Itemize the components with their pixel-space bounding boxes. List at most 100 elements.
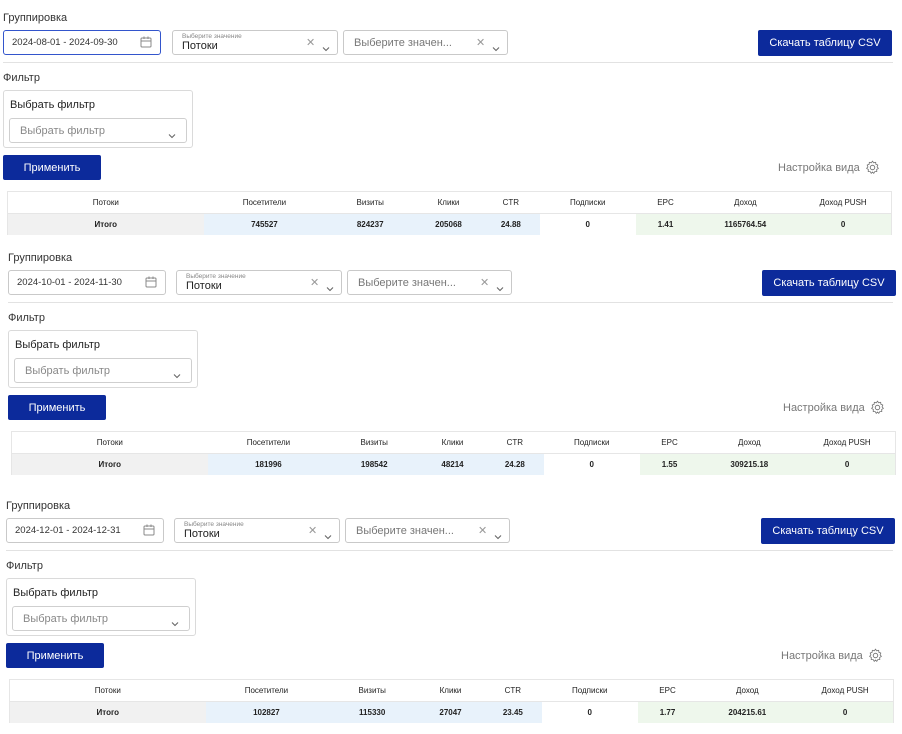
table-header-cell[interactable]: CTR <box>502 198 520 207</box>
table-cell: 181996 <box>207 454 330 475</box>
table-header-cell[interactable]: CTR <box>504 686 522 695</box>
table-cell: 1.41 <box>635 214 696 235</box>
gear-icon[interactable] <box>865 160 880 175</box>
table-header-cell[interactable]: EPC <box>661 438 678 447</box>
close-icon[interactable]: ✕ <box>476 37 486 49</box>
chevron-down-icon[interactable] <box>494 528 502 540</box>
table-cell: Итого <box>8 214 204 235</box>
grouping-select[interactable]: Выберите значение Потоки ✕ <box>172 30 338 55</box>
gear-icon[interactable] <box>868 648 883 663</box>
table-cell: 23.45 <box>483 702 542 723</box>
view-settings-button[interactable]: Настройка вида <box>783 400 885 415</box>
apply-button[interactable]: Применить <box>6 643 104 668</box>
date-range-value: 2024-12-01 - 2024-12-31 <box>15 525 121 536</box>
table-cell: 0 <box>797 702 893 723</box>
table-header-cell[interactable]: Доход PUSH <box>819 198 867 207</box>
view-settings-button[interactable]: Настройка вида <box>778 160 880 175</box>
grouping-label: Группировка <box>8 252 73 264</box>
download-csv-button[interactable]: Скачать таблицу CSV <box>762 270 896 296</box>
table-row: Итого 102827 115330 27047 23.45 0 1.77 204215.6… <box>10 702 893 723</box>
table-cell: 1.55 <box>639 454 700 475</box>
close-icon[interactable]: ✕ <box>310 277 320 289</box>
table-header-cell[interactable]: Клики <box>439 686 462 695</box>
table-header-cell[interactable]: Потоки <box>96 438 123 447</box>
date-range-picker[interactable]: 2024-10-01 - 2024-11-30 <box>8 270 166 295</box>
filter-panel-title: Выбрать фильтр <box>13 587 99 599</box>
table-header-cell[interactable]: Клики <box>441 438 464 447</box>
table-header-cell[interactable]: Визиты <box>358 686 386 695</box>
chevron-down-icon[interactable] <box>173 367 181 379</box>
filter-label: Фильтр <box>3 72 40 84</box>
table-header-cell[interactable]: Визиты <box>356 198 384 207</box>
table-header-cell[interactable]: EPC <box>659 686 676 695</box>
apply-button[interactable]: Применить <box>8 395 106 420</box>
date-range-picker[interactable]: 2024-12-01 - 2024-12-31 <box>6 518 164 543</box>
chevron-down-icon[interactable] <box>324 528 332 540</box>
table-cell: 1165764.54 <box>695 214 796 235</box>
download-csv-button[interactable]: Скачать таблицу CSV <box>758 30 892 56</box>
table-header-cell[interactable]: Подписки <box>571 686 608 695</box>
secondary-grouping-select[interactable]: Выберите значен... ✕ <box>343 30 508 55</box>
table-header-cell[interactable]: Визиты <box>360 438 388 447</box>
chevron-down-icon[interactable] <box>326 280 334 292</box>
apply-button[interactable]: Применить <box>3 155 101 180</box>
grouping-label: Группировка <box>3 12 68 24</box>
table-cell: 115330 <box>327 702 418 723</box>
chevron-down-icon[interactable] <box>492 40 500 52</box>
table-header-cell[interactable]: Доход <box>737 438 761 447</box>
view-settings-button[interactable]: Настройка вида <box>781 648 883 663</box>
grouping-select[interactable]: Выберите значение Потоки ✕ <box>176 270 342 295</box>
select-value: Потоки <box>186 280 222 292</box>
table-header-cell[interactable]: EPC <box>657 198 674 207</box>
close-icon[interactable]: ✕ <box>308 525 318 537</box>
chevron-down-icon[interactable] <box>168 127 176 139</box>
stats-table: Потоки Посетители Визиты Клики CTR Подписки EP… <box>9 679 894 723</box>
grouping-label: Группировка <box>6 500 71 512</box>
select-hint: Выберите значение <box>186 273 246 280</box>
stats-table: Потоки Посетители Визиты Клики CTR Подписки EP… <box>7 191 892 235</box>
gear-icon[interactable] <box>870 400 885 415</box>
table-header-cell[interactable]: Подписки <box>573 438 610 447</box>
table-header-cell[interactable]: Посетители <box>246 438 291 447</box>
filter-label: Фильтр <box>8 312 45 324</box>
table-header-cell[interactable]: Потоки <box>94 686 121 695</box>
filter-select[interactable]: Выбрать фильтр <box>12 606 190 631</box>
chevron-down-icon[interactable] <box>171 615 179 627</box>
grouping-select[interactable]: Выберите значение Потоки ✕ <box>174 518 340 543</box>
table-cell: 309215.18 <box>699 454 800 475</box>
secondary-grouping-select[interactable]: Выберите значен... ✕ <box>347 270 512 295</box>
close-icon[interactable]: ✕ <box>478 525 488 537</box>
table-cell: 205068 <box>415 214 482 235</box>
table-row: Итого 745527 824237 205068 24.88 0 1.41 1165764… <box>8 214 891 235</box>
calendar-icon <box>145 276 157 288</box>
table-header-row: Потоки Посетители Визиты Клики CTR Подписки EP… <box>10 680 893 702</box>
download-csv-button[interactable]: Скачать таблицу CSV <box>761 518 895 544</box>
filter-select[interactable]: Выбрать фильтр <box>9 118 187 143</box>
filter-select[interactable]: Выбрать фильтр <box>14 358 192 383</box>
table-cell: 0 <box>587 708 592 717</box>
select-hint: Выберите значение <box>182 33 242 40</box>
table-header-cell[interactable]: Потоки <box>92 198 119 207</box>
secondary-grouping-select[interactable]: Выберите значен... ✕ <box>345 518 510 543</box>
table-header-cell[interactable]: Подписки <box>569 198 606 207</box>
table-cell: 102827 <box>205 702 328 723</box>
close-icon[interactable]: ✕ <box>480 277 490 289</box>
table-header-cell[interactable]: Посетители <box>244 686 289 695</box>
filter-placeholder: Выбрать фильтр <box>23 613 109 625</box>
filter-panel: Выбрать фильтр Выбрать фильтр <box>8 330 198 388</box>
table-header-cell[interactable]: CTR <box>506 438 524 447</box>
close-icon[interactable]: ✕ <box>306 37 316 49</box>
table-header-cell[interactable]: Доход <box>735 686 759 695</box>
table-header-cell[interactable]: Доход PUSH <box>821 686 869 695</box>
view-settings-label: Настройка вида <box>778 161 860 174</box>
table-header-cell[interactable]: Посетители <box>242 198 287 207</box>
table-header-cell[interactable]: Доход <box>733 198 757 207</box>
filter-panel-title: Выбрать фильтр <box>15 339 101 351</box>
date-range-picker[interactable]: 2024-08-01 - 2024-09-30 <box>3 30 161 55</box>
chevron-down-icon[interactable] <box>322 40 330 52</box>
table-header-cell[interactable]: Клики <box>437 198 460 207</box>
table-cell: Итого <box>12 454 208 475</box>
table-cell: 198542 <box>329 454 420 475</box>
chevron-down-icon[interactable] <box>496 280 504 292</box>
table-header-cell[interactable]: Доход PUSH <box>823 438 871 447</box>
